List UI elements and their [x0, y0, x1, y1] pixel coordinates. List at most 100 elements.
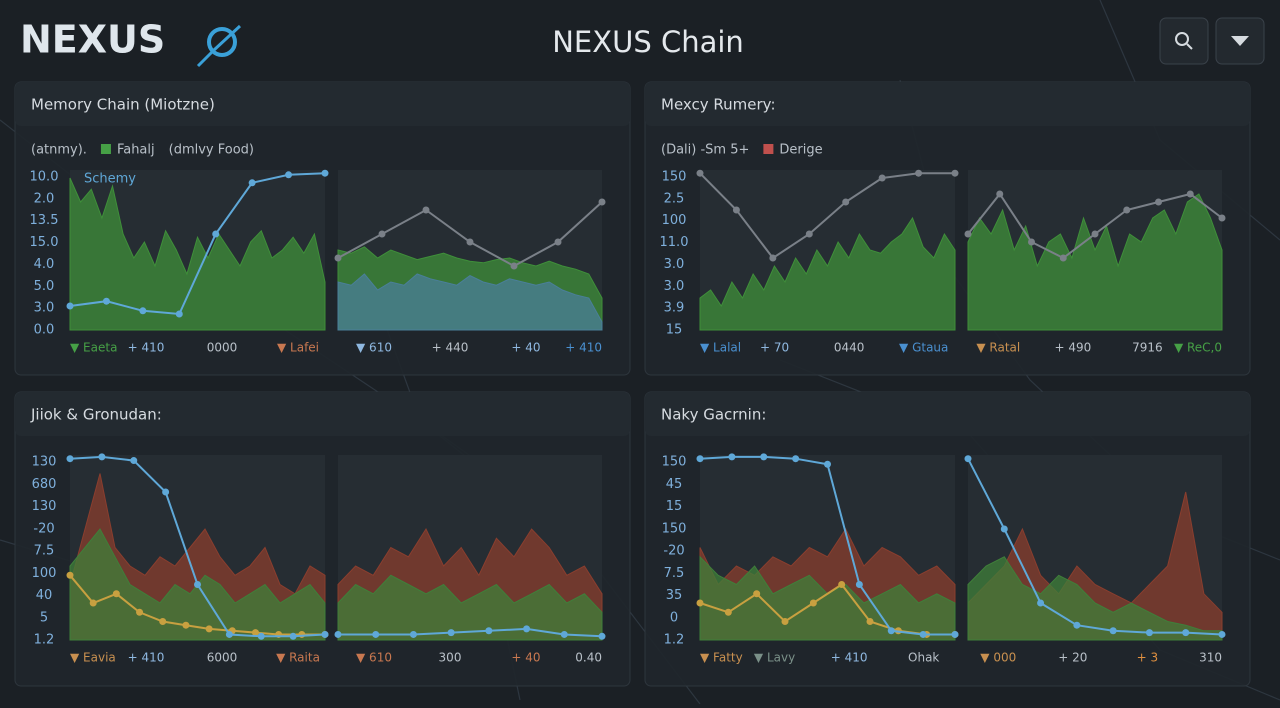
line-point — [760, 453, 768, 461]
panel-header — [645, 82, 1250, 126]
line-point — [102, 297, 110, 305]
footer-label: + 410 — [128, 651, 165, 665]
line-point — [422, 206, 430, 214]
search-button[interactable] — [1159, 17, 1209, 65]
line-point — [1218, 214, 1226, 222]
y-label: 3.0 — [664, 257, 685, 272]
line-point — [98, 453, 106, 461]
line-point — [915, 169, 923, 177]
page-title: NEXUS Chain — [552, 25, 744, 59]
area-series — [69, 177, 326, 331]
line-point — [139, 307, 147, 315]
line-point — [194, 581, 201, 588]
panel-title: Mexcy Rumery: — [661, 96, 776, 114]
line-point — [951, 630, 959, 638]
line-point — [162, 488, 170, 496]
line-point — [838, 581, 846, 588]
footer-label: + 40 — [511, 651, 540, 665]
footer-label: + 40 — [511, 341, 540, 355]
line-point — [1186, 190, 1194, 198]
panel-title: Naky Gacrnin: — [661, 406, 766, 424]
y-label: 35 — [666, 588, 683, 603]
legend-label: (atnmy). — [31, 143, 87, 158]
footer-label: + 440 — [432, 341, 469, 355]
line-point — [964, 230, 972, 238]
y-label: 7.5 — [664, 566, 685, 581]
line-point — [598, 632, 606, 640]
footer-label: + 410 — [128, 341, 165, 355]
footer-label: + 3 — [1137, 651, 1159, 665]
line-point — [334, 254, 342, 262]
line-point — [805, 230, 813, 238]
line-point — [372, 630, 380, 638]
footer-label: ▼ 610 — [356, 341, 392, 355]
line-point — [855, 581, 863, 588]
panel: Naky Gacrnin: 150 45 15 150 -20 7.5 35 0 1.2 ▼ Fat… — [644, 391, 1251, 687]
legend-label: Derige — [779, 143, 822, 158]
y-label: 11.0 — [660, 235, 689, 250]
area-series — [69, 528, 326, 641]
line-point — [1028, 238, 1035, 246]
line-point — [182, 621, 190, 629]
footer-label: ▼ Lavy — [754, 651, 795, 665]
line-point — [1000, 525, 1008, 533]
line-point — [964, 455, 972, 463]
line-point — [866, 618, 874, 625]
line-point — [696, 455, 704, 463]
y-label: 100 — [662, 213, 687, 228]
line-series — [967, 458, 1223, 636]
logo: NEXUS — [20, 18, 242, 68]
area-series — [337, 574, 603, 641]
line-point — [257, 632, 265, 640]
line-point — [878, 174, 886, 182]
y-label: 2.0 — [34, 191, 55, 206]
line-series — [338, 627, 603, 638]
line-point — [824, 460, 831, 468]
line-point — [696, 169, 704, 177]
footer-label: 0440 — [834, 341, 865, 355]
line-point — [1218, 630, 1226, 638]
footer-label: 310 — [1199, 651, 1222, 665]
line-point — [523, 625, 531, 633]
y-label: 7.5 — [34, 544, 55, 559]
logo-icon — [207, 27, 237, 57]
line-point — [466, 238, 474, 246]
y-label: 45 — [666, 477, 683, 492]
footer-label: ▼ Lalal — [700, 341, 741, 355]
line-point — [769, 254, 777, 262]
line-series — [699, 172, 955, 260]
line-point — [409, 630, 417, 638]
line-point — [225, 630, 233, 638]
y-label: 4.0 — [34, 257, 55, 272]
y-label: 40 — [36, 588, 53, 603]
line-point — [792, 455, 800, 463]
line-point — [321, 630, 329, 638]
legend-label: (Dali) -Sm 5+ — [661, 143, 749, 158]
line-point — [996, 190, 1004, 198]
line-point — [753, 590, 761, 598]
line-point — [212, 230, 220, 238]
line-point — [951, 169, 959, 177]
line-point — [321, 169, 329, 177]
dropdown-button[interactable] — [1215, 17, 1265, 65]
y-label: 1.2 — [664, 633, 685, 648]
footer-label: ▼ Gtaua — [899, 341, 948, 355]
line-point — [842, 198, 850, 206]
panel: Memory Chain (Miotzne) (atnmy). Fahalj (dml… — [14, 81, 631, 376]
y-label: 680 — [32, 477, 57, 492]
footer-label: ▼ Lafei — [277, 341, 319, 355]
y-label: 13.5 — [30, 213, 59, 228]
line-point — [724, 608, 732, 616]
y-label: 5.0 — [34, 279, 55, 294]
line-point — [130, 457, 138, 465]
y-label: 5 — [40, 610, 48, 625]
line-point — [378, 230, 386, 238]
y-label: 15.0 — [30, 235, 59, 250]
legend-swatch — [100, 144, 111, 154]
line-point — [510, 262, 518, 270]
line-point — [887, 627, 895, 635]
panel-title: Memory Chain (Miotzne) — [31, 96, 215, 114]
line-point — [1073, 621, 1081, 629]
area-series — [967, 556, 1223, 641]
